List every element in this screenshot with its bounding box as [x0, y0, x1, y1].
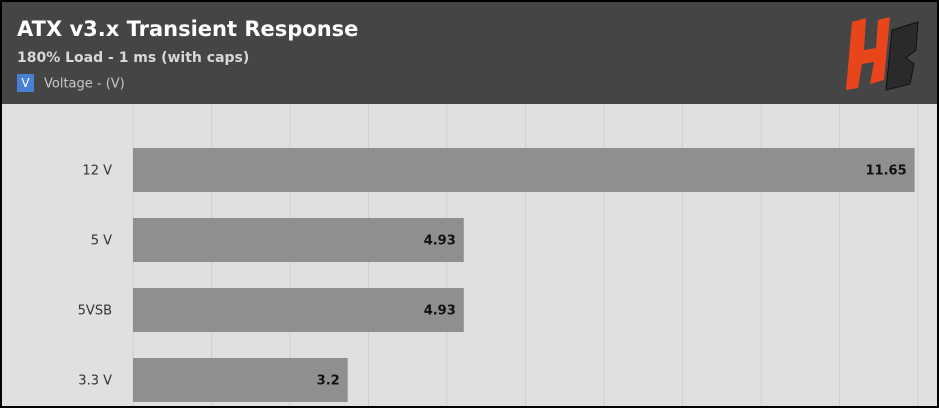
value-label: 4.93 — [424, 234, 456, 249]
y-tick-label: 5 V — [91, 234, 112, 249]
legend-swatch — [17, 74, 34, 92]
bar — [133, 358, 348, 402]
legend-label: Voltage - (V) — [44, 77, 125, 92]
value-label: 4.93 — [424, 304, 456, 319]
y-tick-label: 3.3 V — [78, 374, 112, 389]
bar — [133, 288, 464, 332]
legend-symbol: V — [21, 76, 30, 90]
chart-subtitle: 180% Load - 1 ms (with caps) — [17, 50, 249, 66]
value-label: 3.2 — [317, 374, 340, 389]
bar — [133, 148, 915, 192]
bar — [133, 218, 464, 262]
y-tick-label: 5VSB — [78, 304, 112, 319]
logo — [846, 17, 919, 91]
header — [0, 0, 939, 104]
value-label: 11.65 — [866, 164, 907, 179]
y-tick-label: 12 V — [82, 164, 112, 179]
chart-title: ATX v3.x Transient Response — [17, 17, 358, 41]
